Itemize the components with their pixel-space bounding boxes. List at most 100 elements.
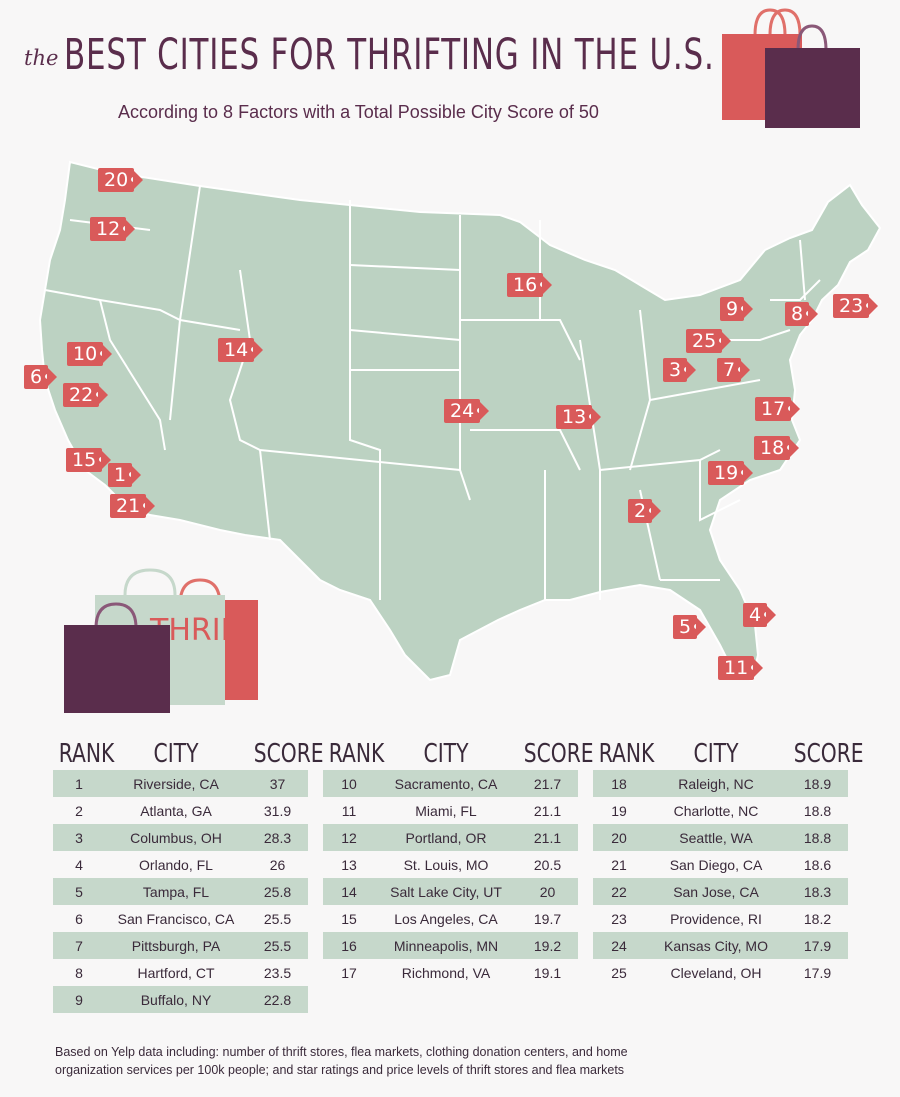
shopping-bags-icon — [722, 8, 860, 128]
table-row: 9 Buffalo, NY 22.8 — [53, 986, 308, 1013]
cell-rank: 24 — [611, 937, 627, 954]
cell-score: 19.7 — [533, 910, 562, 927]
map-tag-portland: 12 — [90, 217, 136, 241]
map-tag-orlando: 4 — [743, 603, 777, 627]
map-tag-raleigh: 18 — [754, 436, 800, 460]
map-tag-columbus: 3 — [663, 358, 697, 382]
table-row: 14 Salt Lake City, UT 20 — [323, 878, 578, 905]
table-header: RANK CITY SCORE — [323, 738, 594, 770]
map-tag-buffalo: 9 — [720, 297, 754, 321]
table-row: 22 San Jose, CA 18.3 — [593, 878, 848, 905]
cell-city: Orlando, FL — [139, 856, 213, 873]
cell-city: Richmond, VA — [401, 964, 491, 981]
cell-score: 17.9 — [803, 937, 832, 954]
cell-city: Seattle, WA — [679, 829, 753, 846]
cell-score: 26 — [269, 856, 286, 873]
table-row: 15 Los Angeles, CA 19.7 — [323, 905, 578, 932]
cell-city: Kansas City, MO — [664, 937, 768, 954]
map-tag-cleveland: 25 — [686, 329, 732, 353]
cell-city: Atlanta, GA — [140, 802, 212, 819]
subtitle: According to 8 Factors with a Total Poss… — [118, 102, 599, 122]
cell-score: 18.8 — [803, 829, 832, 846]
table-row: 10 Sacramento, CA 21.7 — [323, 770, 578, 797]
map-tag-pittsburgh: 7 — [717, 358, 751, 382]
cell-score: 37 — [269, 775, 286, 792]
header-city: CITY — [153, 739, 199, 769]
cell-city: Charlotte, NC — [673, 802, 759, 819]
cell-city: Hartford, CT — [137, 964, 215, 981]
cell-rank: 1 — [75, 775, 83, 792]
cell-score: 22.8 — [263, 991, 292, 1008]
cell-score: 19.1 — [533, 964, 562, 981]
map-tag-san-diego: 21 — [110, 494, 156, 518]
header-score: SCORE — [253, 739, 324, 769]
cell-score: 20.5 — [533, 856, 562, 873]
footnote: Based on Yelp data including: number of … — [55, 1043, 735, 1079]
cell-rank: 2 — [75, 802, 83, 819]
table-row: 7 Pittsburgh, PA 25.5 — [53, 932, 308, 959]
table-header: RANK CITY SCORE — [53, 738, 324, 770]
map-tag-salt-lake-city: 14 — [218, 338, 264, 362]
cell-score: 25.8 — [263, 883, 292, 900]
cell-rank: 11 — [341, 802, 357, 819]
rank-table-3: RANK CITY SCORE 18 Raleigh, NC 18.9 19 Charlott… — [593, 738, 864, 986]
table-row: 11 Miami, FL 21.1 — [323, 797, 578, 824]
cell-rank: 18 — [611, 775, 627, 792]
state-borders — [44, 185, 821, 600]
table-row: 21 San Diego, CA 18.6 — [593, 851, 848, 878]
cell-score: 18.3 — [803, 883, 832, 900]
table-row: 1 Riverside, CA 37 — [53, 770, 308, 797]
cell-rank: 4 — [75, 856, 83, 873]
cell-score: 17.9 — [803, 964, 832, 981]
cell-score: 25.5 — [263, 910, 292, 927]
table-row: 16 Minneapolis, MN 19.2 — [323, 932, 578, 959]
cell-city: Raleigh, NC — [678, 775, 754, 792]
footnote-line-2: organization services per 100k people; a… — [55, 1063, 625, 1077]
cell-score: 19.2 — [533, 937, 562, 954]
cell-rank: 22 — [611, 883, 627, 900]
cell-city: Salt Lake City, UT — [390, 883, 502, 900]
cell-city: Cleveland, OH — [670, 964, 762, 981]
map-tag-hartford: 8 — [785, 302, 819, 326]
table-row: 23 Providence, RI 18.2 — [593, 905, 848, 932]
title-prefix: the — [24, 46, 59, 70]
cell-city: Riverside, CA — [133, 775, 219, 792]
header-city: CITY — [423, 739, 469, 769]
cell-city: Buffalo, NY — [140, 991, 212, 1008]
map-tag-riverside: 1 — [108, 463, 142, 487]
cell-rank: 5 — [75, 883, 83, 900]
cell-rank: 3 — [75, 829, 83, 846]
table-row: 8 Hartford, CT 23.5 — [53, 959, 308, 986]
table-header: RANK CITY SCORE — [593, 738, 864, 770]
map-tag-st-louis: 13 — [556, 405, 602, 429]
map-tag-kansas-city: 24 — [444, 399, 490, 423]
table-row: 25 Cleveland, OH 17.9 — [593, 959, 848, 986]
cell-rank: 6 — [75, 910, 83, 927]
table-row: 3 Columbus, OH 28.3 — [53, 824, 308, 851]
cell-rank: 20 — [611, 829, 627, 846]
cell-city: Pittsburgh, PA — [131, 937, 221, 954]
cell-rank: 15 — [341, 910, 357, 927]
table-row: 13 St. Louis, MO 20.5 — [323, 851, 578, 878]
header-city: CITY — [693, 739, 739, 769]
map-tag-richmond: 17 — [755, 397, 801, 421]
map-tag-providence: 23 — [833, 294, 879, 318]
cell-score: 21.7 — [533, 775, 562, 792]
table-row: 6 San Francisco, CA 25.5 — [53, 905, 308, 932]
cell-city: Miami, FL — [415, 802, 477, 819]
title: the BEST CITIES FOR THRIFTING IN THE U.S… — [22, 30, 722, 90]
page-title: BEST CITIES FOR THRIFTING IN THE U.S. — [64, 30, 715, 80]
cell-score: 18.2 — [803, 910, 832, 927]
cell-rank: 10 — [341, 775, 357, 792]
table-row: 12 Portland, OR 21.1 — [323, 824, 578, 851]
cell-score: 18.6 — [803, 856, 832, 873]
map-tag-san-jose: 22 — [63, 383, 109, 407]
cell-rank: 19 — [611, 802, 627, 819]
cell-rank: 8 — [75, 964, 83, 981]
cell-score: 31.9 — [263, 802, 292, 819]
cell-score: 18.9 — [803, 775, 832, 792]
map-tag-tampa: 5 — [673, 615, 707, 639]
map-tag-charlotte: 19 — [708, 461, 754, 485]
cell-city: Sacramento, CA — [394, 775, 498, 792]
cell-city: San Francisco, CA — [117, 910, 235, 927]
